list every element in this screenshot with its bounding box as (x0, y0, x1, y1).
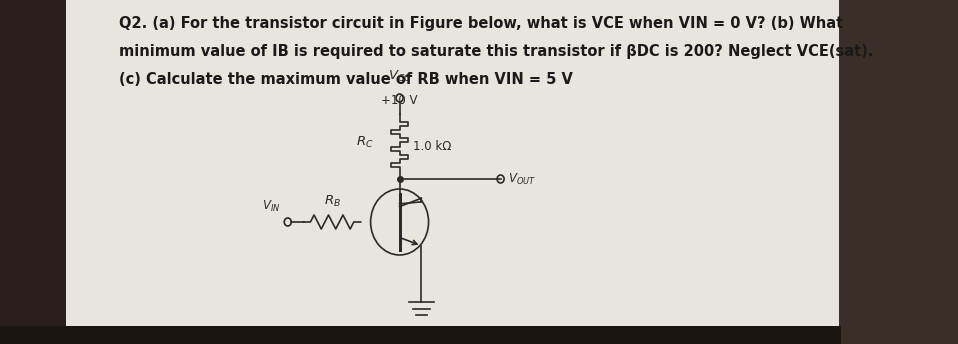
Text: 1.0 kΩ: 1.0 kΩ (413, 140, 451, 153)
Text: $V_{OUT}$: $V_{OUT}$ (508, 171, 536, 186)
Text: $R_C$: $R_C$ (355, 135, 374, 150)
Text: (c) Calculate the maximum value of RB when VIN = 5 V: (c) Calculate the maximum value of RB wh… (119, 72, 573, 87)
Text: $V_{IN}$: $V_{IN}$ (262, 199, 281, 214)
Text: $V_{CC}$: $V_{CC}$ (388, 69, 412, 84)
Polygon shape (0, 0, 66, 344)
Polygon shape (0, 326, 841, 344)
Text: Q2. (a) For the transistor circuit in Figure below, what is VCE when VIN = 0 V? : Q2. (a) For the transistor circuit in Fi… (119, 16, 843, 31)
Text: minimum value of IB is required to saturate this transistor if βDC is 200? Negle: minimum value of IB is required to satur… (119, 44, 873, 59)
Text: $R_B$: $R_B$ (324, 194, 341, 209)
Polygon shape (61, 0, 838, 344)
Text: +10 V: +10 V (381, 94, 418, 107)
